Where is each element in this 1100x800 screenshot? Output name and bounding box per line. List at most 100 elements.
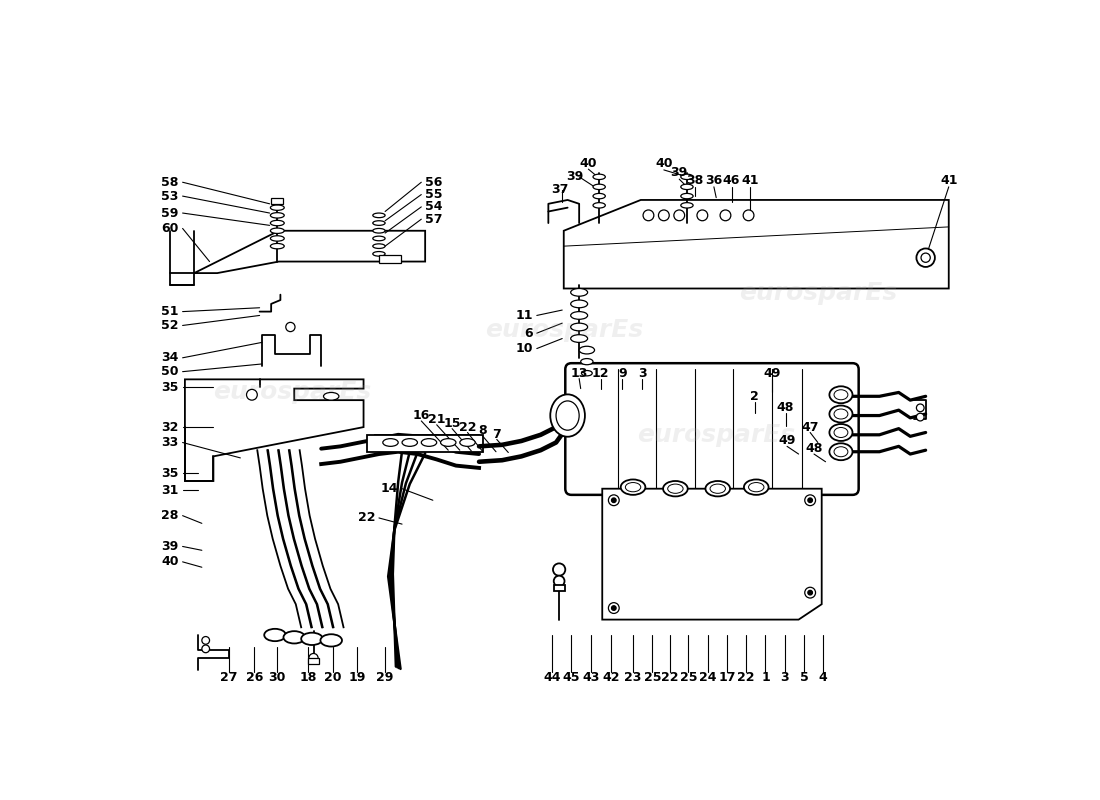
Ellipse shape (582, 370, 592, 376)
Circle shape (553, 563, 565, 576)
Text: 45: 45 (563, 671, 580, 684)
Circle shape (553, 576, 564, 586)
Text: 1: 1 (761, 671, 770, 684)
Text: 14: 14 (381, 482, 398, 495)
Ellipse shape (668, 484, 683, 494)
Text: 33: 33 (162, 436, 178, 449)
Text: 22: 22 (358, 511, 375, 525)
Ellipse shape (681, 202, 693, 208)
Ellipse shape (834, 427, 848, 438)
Circle shape (612, 606, 616, 610)
Circle shape (921, 253, 931, 262)
Text: 35: 35 (162, 381, 178, 394)
Circle shape (202, 637, 209, 644)
Text: 40: 40 (656, 158, 672, 170)
Text: 5: 5 (800, 671, 808, 684)
Polygon shape (375, 435, 480, 450)
Circle shape (916, 249, 935, 267)
Text: 35: 35 (162, 467, 178, 480)
Bar (553, 585, 564, 591)
Text: 9: 9 (618, 366, 627, 380)
Text: 60: 60 (162, 222, 178, 235)
Text: 4: 4 (818, 671, 827, 684)
Ellipse shape (620, 479, 646, 495)
Ellipse shape (264, 629, 286, 641)
Ellipse shape (373, 221, 385, 226)
Circle shape (659, 210, 669, 221)
Text: 32: 32 (162, 421, 178, 434)
Circle shape (286, 322, 295, 332)
Text: 54: 54 (425, 200, 442, 214)
Text: 15: 15 (443, 417, 461, 430)
Text: 2: 2 (750, 390, 759, 403)
Text: 46: 46 (723, 174, 740, 187)
Ellipse shape (681, 184, 693, 190)
Circle shape (202, 645, 209, 653)
Ellipse shape (579, 346, 595, 354)
Ellipse shape (829, 443, 852, 460)
FancyBboxPatch shape (565, 363, 859, 495)
Ellipse shape (271, 205, 284, 210)
Circle shape (612, 498, 616, 502)
Text: 39: 39 (671, 166, 688, 179)
Ellipse shape (373, 229, 385, 233)
Ellipse shape (571, 312, 587, 319)
Ellipse shape (829, 406, 852, 422)
Ellipse shape (571, 289, 587, 296)
Text: 37: 37 (551, 183, 569, 197)
Ellipse shape (593, 184, 605, 190)
Text: 53: 53 (162, 190, 178, 202)
Ellipse shape (550, 394, 585, 437)
Circle shape (805, 495, 815, 506)
Ellipse shape (460, 438, 475, 446)
Ellipse shape (625, 482, 640, 492)
Circle shape (744, 210, 754, 221)
Text: eurosparEs: eurosparEs (739, 281, 896, 305)
Ellipse shape (373, 251, 385, 256)
Circle shape (246, 390, 257, 400)
Ellipse shape (571, 334, 587, 342)
Ellipse shape (748, 482, 763, 492)
Text: 7: 7 (493, 427, 502, 441)
Text: 29: 29 (376, 671, 394, 684)
Text: 50: 50 (162, 365, 178, 378)
Ellipse shape (271, 243, 284, 249)
Circle shape (608, 495, 619, 506)
Ellipse shape (829, 386, 852, 403)
Text: 3: 3 (780, 671, 789, 684)
Text: 40: 40 (162, 555, 178, 568)
Text: 49: 49 (763, 366, 780, 380)
Text: 49: 49 (779, 434, 795, 447)
Ellipse shape (421, 438, 437, 446)
Ellipse shape (681, 174, 693, 179)
Text: 18: 18 (299, 671, 317, 684)
Circle shape (309, 654, 318, 662)
Ellipse shape (711, 484, 726, 494)
Text: 57: 57 (425, 213, 442, 226)
Text: 58: 58 (162, 176, 178, 189)
Text: 24: 24 (698, 671, 716, 684)
Ellipse shape (284, 631, 305, 643)
Text: 22: 22 (459, 421, 476, 434)
Ellipse shape (301, 633, 322, 645)
Text: 39: 39 (565, 170, 583, 183)
Circle shape (805, 587, 815, 598)
Text: 13: 13 (571, 366, 587, 380)
Text: 27: 27 (220, 671, 238, 684)
Text: 48: 48 (777, 402, 794, 414)
Bar (378, 255, 400, 263)
Text: 30: 30 (268, 671, 286, 684)
Ellipse shape (593, 202, 605, 208)
Text: 34: 34 (162, 351, 178, 364)
Ellipse shape (383, 438, 398, 446)
Polygon shape (367, 435, 483, 452)
Text: 23: 23 (625, 671, 641, 684)
Circle shape (608, 602, 619, 614)
Circle shape (674, 210, 684, 221)
Text: 42: 42 (603, 671, 620, 684)
Ellipse shape (571, 300, 587, 308)
Text: 3: 3 (638, 366, 647, 380)
Polygon shape (185, 379, 363, 481)
Ellipse shape (271, 236, 284, 241)
Text: 36: 36 (705, 174, 723, 187)
